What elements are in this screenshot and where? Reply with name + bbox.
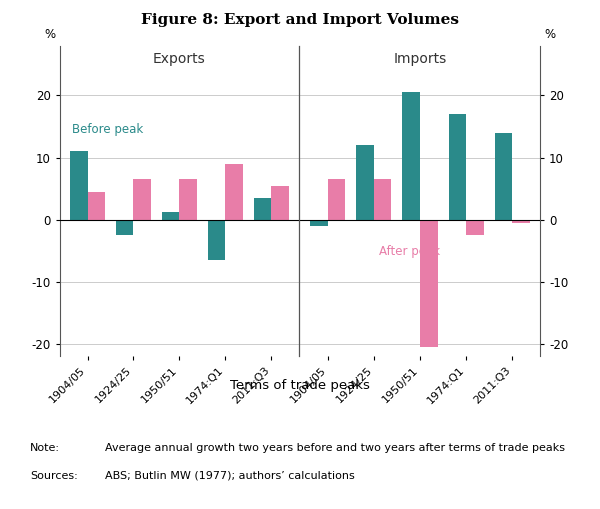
Bar [310,220,328,226]
Bar [374,179,391,220]
Text: Note:: Note: [30,443,60,453]
Bar [179,179,197,220]
Bar [70,151,88,220]
Text: %: % [545,28,556,41]
Bar [449,114,466,220]
Bar [133,179,151,220]
Bar [495,133,512,220]
Bar [271,185,289,220]
Bar [116,220,133,235]
Bar [512,220,530,223]
Text: After peak: After peak [379,244,440,258]
Text: ABS; Butlin MW (1977); authors’ calculations: ABS; Butlin MW (1977); authors’ calculat… [105,471,355,481]
Text: Terms of trade peaks: Terms of trade peaks [230,379,370,392]
Text: Before peak: Before peak [72,123,143,136]
Text: %: % [44,28,55,41]
Bar [88,192,105,220]
Bar [208,220,226,260]
Bar [226,164,243,220]
Bar [466,220,484,235]
Bar [254,198,271,220]
Bar [162,212,179,220]
Text: Imports: Imports [394,52,446,66]
Bar [328,179,345,220]
Bar [356,145,374,220]
Text: Sources:: Sources: [30,471,78,481]
Bar [420,220,437,347]
Text: Figure 8: Export and Import Volumes: Figure 8: Export and Import Volumes [141,13,459,27]
Text: Average annual growth two years before and two years after terms of trade peaks: Average annual growth two years before a… [105,443,565,453]
Bar [403,93,420,220]
Text: Exports: Exports [153,52,206,66]
